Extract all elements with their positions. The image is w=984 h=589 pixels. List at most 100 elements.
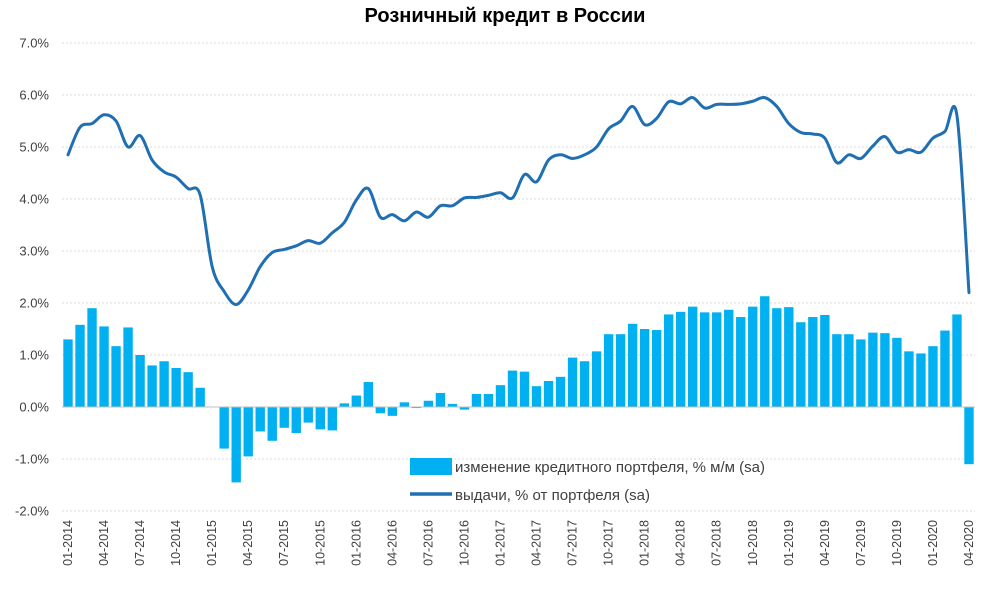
chart-title: Розничный кредит в России xyxy=(365,5,646,27)
bar xyxy=(748,306,758,407)
bar xyxy=(603,334,614,407)
y-tick-label: 3.0% xyxy=(19,244,49,259)
bar xyxy=(339,403,349,407)
bar xyxy=(928,346,938,407)
bar xyxy=(712,312,722,407)
bar xyxy=(147,365,157,407)
y-tick-label: 4.0% xyxy=(19,192,49,207)
bar xyxy=(543,381,554,407)
x-tick-label: 01-2020 xyxy=(926,520,940,566)
bar xyxy=(87,308,97,407)
bar xyxy=(399,402,410,407)
bar xyxy=(796,322,806,407)
x-tick-label: 10-2019 xyxy=(890,520,904,566)
x-tick-label: 10-2014 xyxy=(169,520,183,566)
legend-swatch-bar xyxy=(410,458,452,475)
bar xyxy=(423,400,434,407)
bar xyxy=(844,334,854,407)
y-tick-label: -2.0% xyxy=(15,504,49,519)
y-axis-labels: -2.0% -1.0% 0.0% 1.0% 2.0% 3.0% 4.0% 5.0% 6.0% 7.… xyxy=(15,36,49,519)
bar xyxy=(471,394,482,407)
bar xyxy=(435,392,446,407)
bar xyxy=(579,361,590,407)
bar xyxy=(363,382,374,407)
bar xyxy=(675,311,686,407)
bar xyxy=(519,371,530,407)
bar xyxy=(507,370,518,407)
bar xyxy=(892,337,902,407)
bar xyxy=(387,407,398,416)
bar xyxy=(627,323,638,407)
y-tick-label: -1.0% xyxy=(15,452,49,467)
x-tick-label: 07-2018 xyxy=(710,520,724,566)
bar xyxy=(375,407,386,414)
x-tick-label: 01-2019 xyxy=(782,520,796,566)
bar xyxy=(75,324,85,407)
x-tick-label: 04-2014 xyxy=(97,520,111,566)
x-tick-label: 10-2016 xyxy=(457,520,471,566)
bar xyxy=(171,368,181,407)
legend: изменение кредитного портфеля, % м/м (sa… xyxy=(410,458,765,504)
y-tick-label: 1.0% xyxy=(19,348,49,363)
bar xyxy=(952,314,962,407)
bar xyxy=(736,317,746,407)
x-tick-label: 04-2019 xyxy=(818,520,832,566)
bar xyxy=(447,403,458,407)
bar xyxy=(495,385,506,407)
x-tick-label: 04-2020 xyxy=(962,520,976,566)
bar xyxy=(856,339,866,407)
bar xyxy=(63,339,73,407)
bar-series xyxy=(63,296,974,483)
bar xyxy=(183,372,193,407)
bar xyxy=(964,407,974,465)
y-tick-label: 6.0% xyxy=(19,88,49,103)
bar xyxy=(459,407,470,410)
x-tick-label: 01-2015 xyxy=(205,520,219,566)
bar xyxy=(651,330,662,407)
x-tick-label: 10-2015 xyxy=(313,520,327,566)
bar xyxy=(231,407,241,483)
bar xyxy=(772,308,782,407)
bar xyxy=(880,333,890,407)
x-tick-label: 07-2019 xyxy=(854,520,868,566)
bar xyxy=(615,334,626,407)
x-tick-label: 10-2017 xyxy=(602,520,616,566)
y-tick-label: 2.0% xyxy=(19,296,49,311)
y-tick-label: 7.0% xyxy=(19,36,49,51)
x-tick-label: 01-2014 xyxy=(61,520,75,566)
x-tick-label: 04-2018 xyxy=(674,520,688,566)
bar xyxy=(267,407,277,441)
bar xyxy=(195,387,205,407)
x-tick-label: 07-2015 xyxy=(277,520,291,566)
bar xyxy=(483,394,494,407)
bar xyxy=(135,355,145,407)
bar xyxy=(567,357,578,407)
x-tick-label: 07-2014 xyxy=(133,520,147,566)
line-path xyxy=(66,95,971,307)
x-tick-label: 01-2016 xyxy=(349,520,363,566)
bar xyxy=(688,306,698,407)
bar xyxy=(555,376,566,407)
bar xyxy=(663,314,674,407)
bar xyxy=(99,326,109,407)
bar xyxy=(820,314,830,407)
bar xyxy=(159,361,169,407)
bar xyxy=(219,407,229,449)
bar xyxy=(327,407,337,431)
bar xyxy=(784,307,794,407)
bar xyxy=(279,407,289,428)
bar xyxy=(291,407,301,433)
bar xyxy=(243,407,253,457)
gridlines xyxy=(62,42,975,512)
bar xyxy=(724,309,734,407)
x-tick-label: 07-2016 xyxy=(421,520,435,566)
bar xyxy=(760,296,770,407)
x-tick-label: 04-2017 xyxy=(530,520,544,566)
bar xyxy=(351,395,362,407)
bar xyxy=(411,407,422,409)
bar xyxy=(255,407,265,432)
bar xyxy=(303,407,313,423)
x-tick-label: 04-2015 xyxy=(241,520,255,566)
